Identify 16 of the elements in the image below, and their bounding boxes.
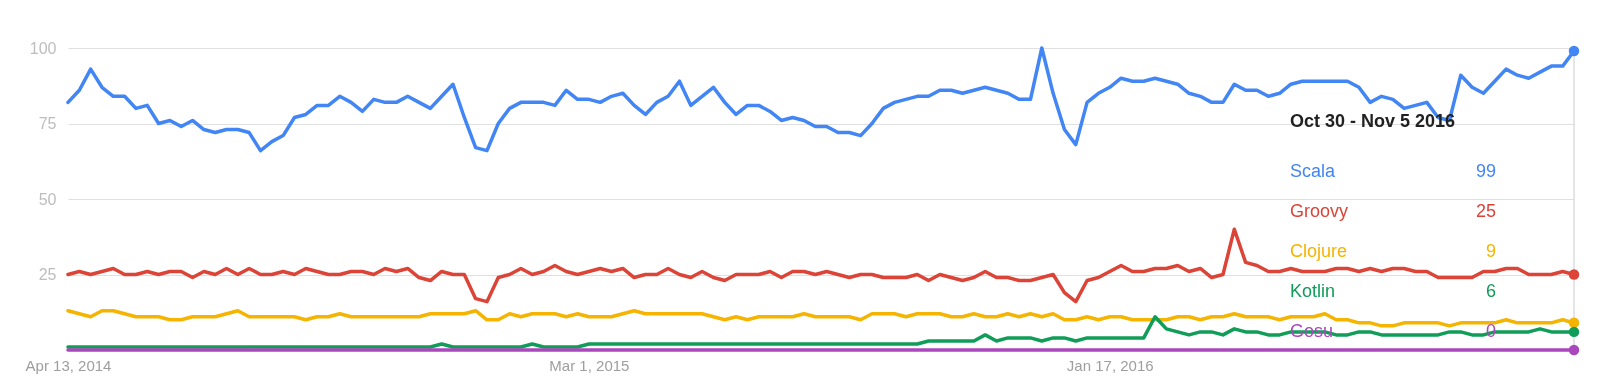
text: Clojure [1290, 241, 1348, 261]
y-tick-label: 100 [29, 39, 57, 57]
x-tick-label: Mar 1, 2015 [549, 356, 630, 374]
annotation: 6 [1485, 281, 1496, 301]
annotation: 25 [1475, 201, 1496, 221]
x-tick-label: Jan 17, 2016 [1066, 356, 1154, 374]
x-tick-label: Apr 13, 2014 [25, 356, 112, 374]
y-tick-label: 75 [38, 115, 57, 132]
y-tick-label: 25 [38, 266, 57, 283]
text: Groovy [1290, 201, 1349, 221]
legend-title: Oct 30 - Nov 5 2016 [1290, 111, 1456, 131]
series-label: Kotlin [1290, 281, 1336, 301]
y-tick-label: 50 [38, 190, 57, 208]
text: Scala [1290, 161, 1337, 181]
annotation: 9 [1485, 241, 1496, 261]
annotation: 99 [1475, 161, 1496, 181]
